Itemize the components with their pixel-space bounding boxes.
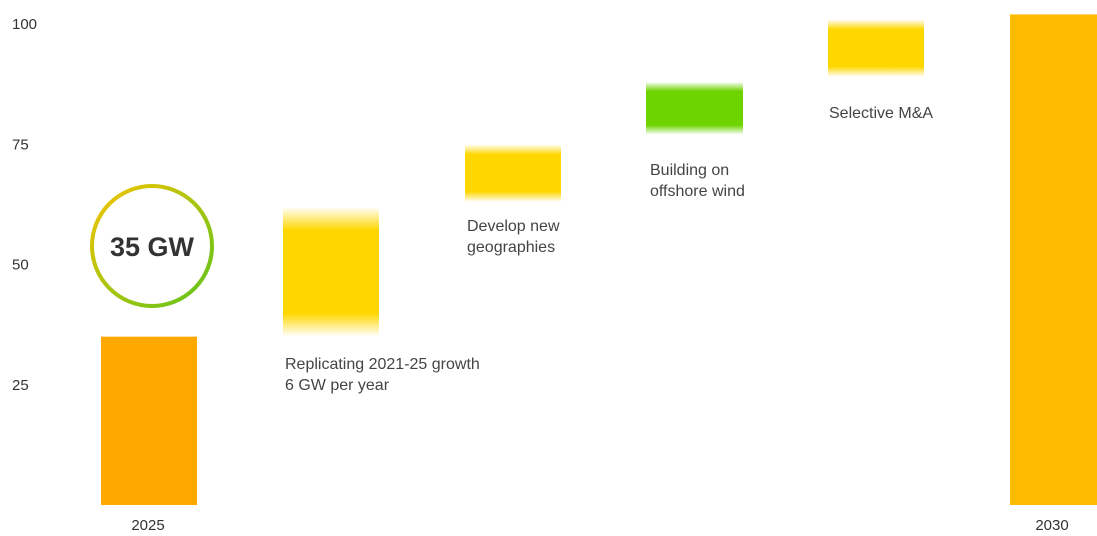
capacity-badge: 35 GW: [90, 184, 214, 308]
total-bar: [1010, 14, 1097, 505]
annotation-line: Selective M&A: [829, 105, 933, 122]
annotation-line: Building on: [650, 162, 729, 179]
step-bar: [828, 19, 924, 77]
y-tick-label: 50: [12, 257, 29, 274]
y-tick-label: 25: [12, 377, 29, 394]
annotations: Replicating 2021-25 growth 6 GW per year D…: [285, 105, 933, 394]
step-annotation: Building on offshore wind: [650, 162, 745, 200]
x-axis: 2025 2030: [131, 517, 1068, 534]
annotation-line: offshore wind: [650, 183, 745, 200]
annotation-line: 6 GW per year: [285, 377, 390, 394]
step-bar: [646, 81, 743, 135]
annotation-line: geographies: [467, 239, 555, 256]
y-tick-label: 100: [12, 16, 37, 33]
step-annotation: Develop new geographies: [467, 218, 560, 256]
y-tick-label: 75: [12, 136, 29, 153]
step-annotation: Selective M&A: [829, 105, 933, 122]
y-axis: 25 50 75 100: [12, 16, 37, 394]
step-bar: [465, 144, 561, 202]
bars: [101, 14, 1097, 505]
category-label: 2030: [1035, 517, 1068, 534]
badge-ring: [90, 184, 214, 308]
step-annotation: Replicating 2021-25 growth 6 GW per year: [285, 356, 480, 394]
annotation-line: Develop new: [467, 218, 560, 235]
annotation-line: Replicating 2021-25 growth: [285, 356, 480, 373]
category-label: 2025: [131, 517, 164, 534]
badge-text: 35 GW: [110, 232, 195, 262]
step-bar: [283, 206, 379, 337]
total-bar: [101, 336, 197, 505]
